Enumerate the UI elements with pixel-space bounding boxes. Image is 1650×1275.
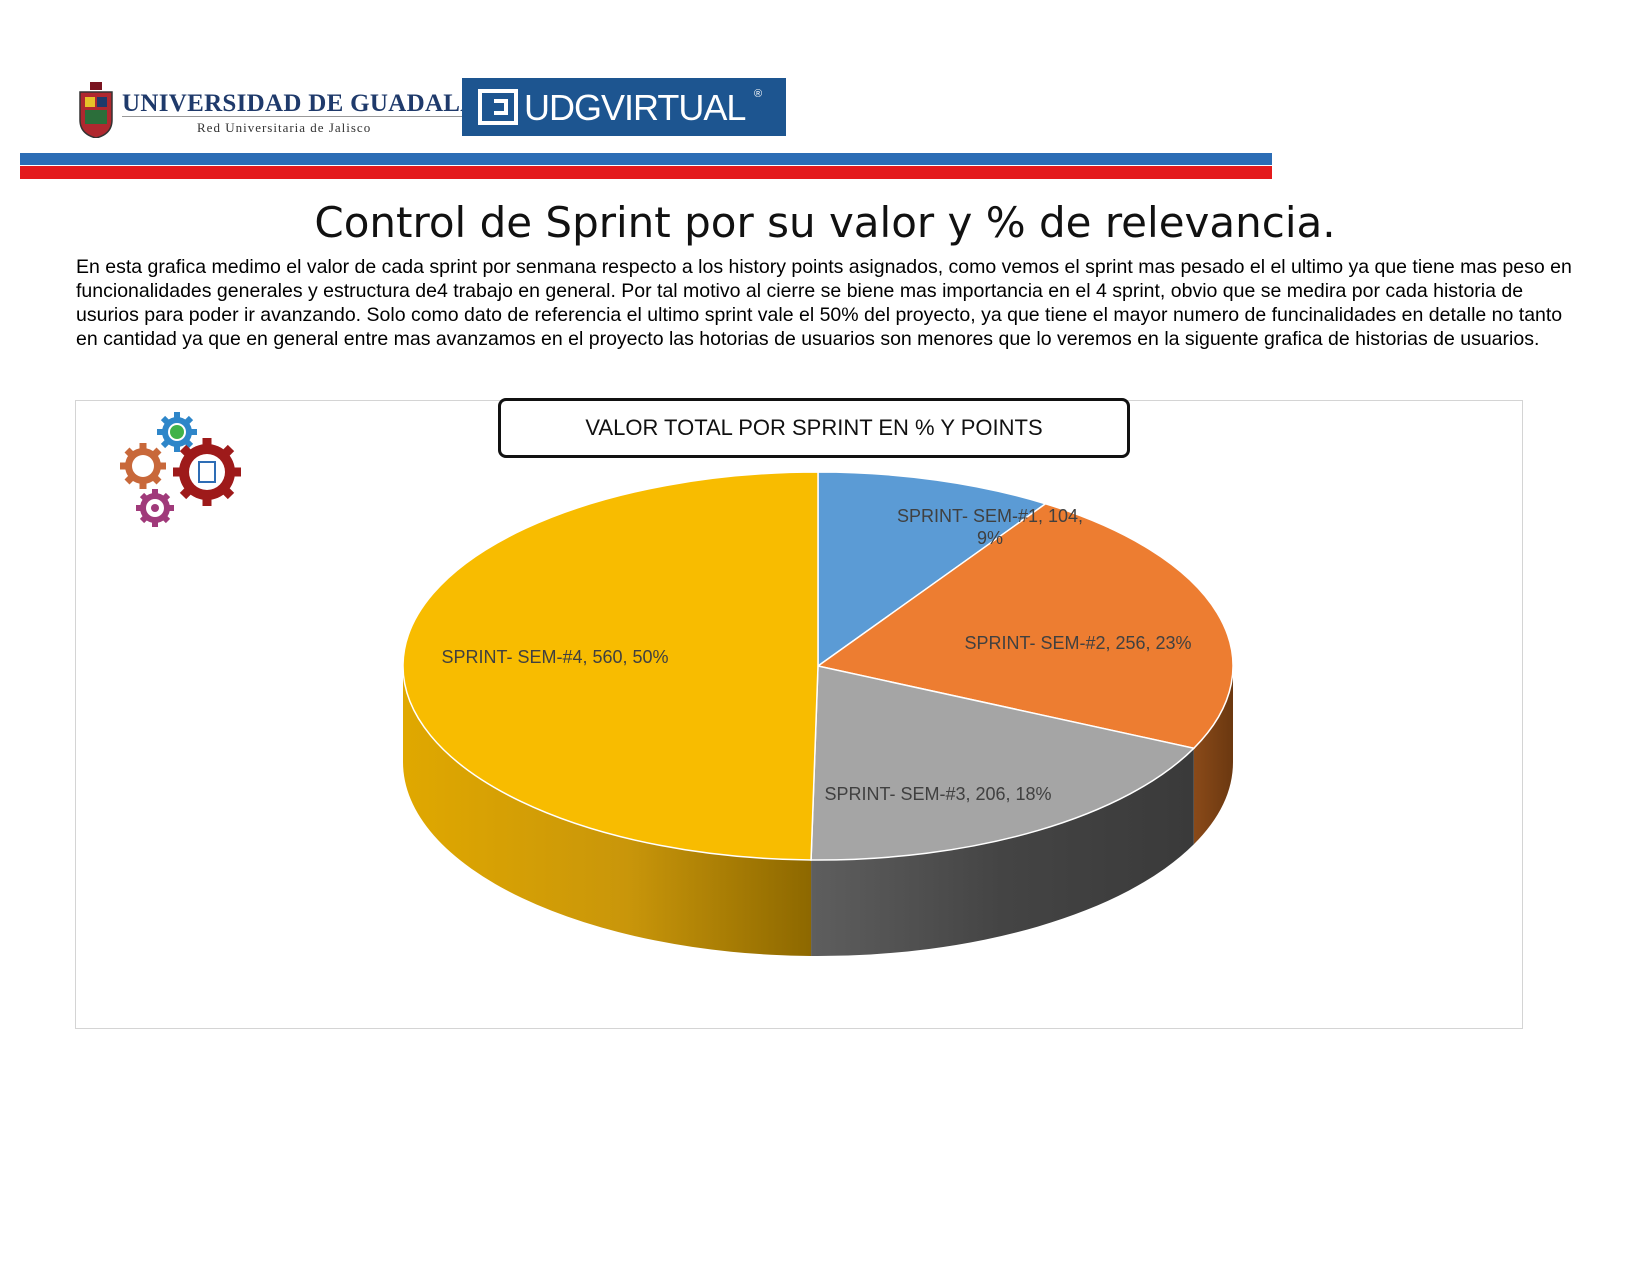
udg-subtitle-text: Red Universitaria de Jalisco <box>197 120 372 135</box>
data-label-1: SPRINT- SEM-#1, 104, 9% <box>897 506 1083 548</box>
pie-side-3 <box>811 748 1194 957</box>
chart-title: VALOR TOTAL POR SPRINT EN % Y POINTS <box>498 398 1130 458</box>
udg-divider <box>122 116 464 117</box>
pie-slices <box>402 471 1234 861</box>
intro-paragraph: En esta grafica medimo el valor de cada … <box>76 256 1572 350</box>
pie-data-labels: SPRINT- SEM-#1, 104, 9% SPRINT- SEM-#2, 25… <box>441 506 1191 804</box>
udg-virtual-mark-icon <box>478 89 518 125</box>
gears-icon <box>120 412 241 527</box>
header-stripe-red <box>20 166 1272 179</box>
page-header: UNIVERSIDAD DE GUADALAJARA Red Universit… <box>0 0 1650 180</box>
pie-slice-1 <box>817 471 1048 668</box>
data-label-3: SPRINT- SEM-#3, 206, 18% <box>824 784 1051 804</box>
header-stripe-blue <box>20 153 1272 165</box>
pie-sides <box>403 666 1233 957</box>
data-label-2: SPRINT- SEM-#2, 256, 23% <box>964 633 1191 653</box>
udg-shield-icon <box>79 82 113 138</box>
pie-side-2 <box>1193 666 1233 845</box>
page-title: Control de Sprint por su valor y % de re… <box>314 198 1336 247</box>
udg-virtual-text: UDGVIRTUAL <box>524 87 746 128</box>
pie-slice-3 <box>810 665 1196 861</box>
pie-slice-4 <box>402 471 819 861</box>
udg-virtual-logo: UDGVIRTUAL ® <box>462 78 786 136</box>
data-label-4: SPRINT- SEM-#4, 560, 50% <box>441 647 668 667</box>
pie-side-4 <box>403 666 812 956</box>
pie-slice-2 <box>816 502 1234 750</box>
registered-mark: ® <box>754 88 763 100</box>
